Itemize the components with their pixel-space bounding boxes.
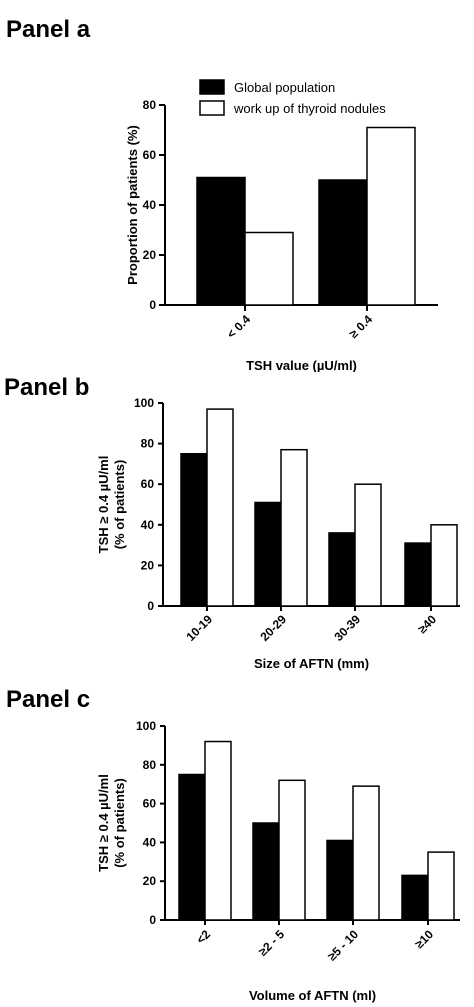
y-tick-label: 20 <box>141 558 155 572</box>
x-tick-label: ≥2 - 5 <box>256 927 288 959</box>
y-axis-title: (% of patients) <box>112 460 127 550</box>
bar-global-population <box>318 179 368 306</box>
y-tick-label: 80 <box>143 758 157 772</box>
bar-thyroid-nodules <box>430 524 458 607</box>
panel-c-title: Panel c <box>6 686 91 713</box>
legend-swatch <box>199 79 225 95</box>
bar-thyroid-nodules <box>280 448 308 607</box>
x-axis-title: TSH value (µU/ml) <box>246 358 357 372</box>
bar-thyroid-nodules <box>366 126 416 306</box>
chart-panel-a: 0 20 40 60 80 < 0.4 ≥ 0.4 TSH value (µU/ml) Prop… <box>125 79 438 372</box>
legend-label: Global population <box>234 80 335 95</box>
y-axis-title: TSH ≥ 0.4 µU/ml <box>96 774 111 872</box>
y-tick-label: 0 <box>147 599 154 613</box>
y-tick-label: 40 <box>143 835 157 849</box>
legend-label: work up of thyroid nodules <box>233 101 386 116</box>
bar-thyroid-nodules <box>206 408 234 607</box>
y-tick-label: 0 <box>149 298 156 312</box>
y-tick-label: 100 <box>136 719 156 733</box>
x-tick-label: ≥5 - 10 <box>325 927 361 963</box>
bar-global-population <box>196 176 246 306</box>
y-axis-title: TSH ≥ 0.4 µU/ml <box>96 456 111 554</box>
x-tick-label: 10-19 <box>184 612 216 644</box>
bar-global-population <box>404 542 432 607</box>
x-axis-title: Volume of AFTN (ml) <box>249 988 376 1003</box>
y-tick-label: 20 <box>143 874 157 888</box>
chart-panel-b: 0 20 40 60 80 100 10-19 20-29 30-39 ≥40 Size of AF… <box>96 396 460 671</box>
x-axis-title: Size of AFTN (mm) <box>254 656 369 671</box>
y-tick-label: 60 <box>143 148 157 162</box>
y-tick-label: 60 <box>141 477 155 491</box>
chart-panel-c: 0 20 40 60 80 100 <2 ≥2 - 5 ≥5 - 10 ≥10 Volume of … <box>96 719 460 1003</box>
bar-global-population <box>401 874 429 921</box>
bar-thyroid-nodules <box>204 740 232 921</box>
x-tick-label: < 0.4 <box>224 312 253 341</box>
x-tick-label: 30-39 <box>332 612 364 644</box>
panel-b-title: Panel b <box>4 374 90 401</box>
y-tick-label: 60 <box>143 797 157 811</box>
x-tick-label: ≥10 <box>412 927 436 951</box>
x-tick-label: 20-29 <box>258 612 290 644</box>
bar-thyroid-nodules <box>427 851 455 921</box>
y-tick-label: 0 <box>149 913 156 927</box>
bar-global-population <box>328 532 356 607</box>
panel-a-title: Panel a <box>6 16 91 43</box>
bar-global-population <box>254 501 282 607</box>
bar-global-population <box>180 453 208 607</box>
x-tick-label: ≥ 0.4 <box>346 312 375 341</box>
bar-global-population <box>178 773 206 921</box>
y-tick-label: 40 <box>143 198 157 212</box>
y-axis-title: Proportion of patients (%) <box>125 125 140 285</box>
y-tick-label: 80 <box>141 437 155 451</box>
legend-swatch <box>199 100 225 116</box>
bar-global-population <box>326 839 354 921</box>
bar-global-population <box>252 822 280 921</box>
y-tick-label: 80 <box>143 98 157 112</box>
bar-thyroid-nodules <box>354 483 382 607</box>
x-tick-label: ≥40 <box>415 612 439 636</box>
y-axis-title: (% of patients) <box>112 778 127 868</box>
y-tick-label: 100 <box>134 396 154 410</box>
y-tick-label: 20 <box>143 248 157 262</box>
bar-thyroid-nodules <box>278 779 306 921</box>
bar-thyroid-nodules <box>352 785 380 921</box>
x-tick-label: <2 <box>194 927 214 947</box>
y-tick-label: 40 <box>141 518 155 532</box>
bar-thyroid-nodules <box>244 231 294 306</box>
